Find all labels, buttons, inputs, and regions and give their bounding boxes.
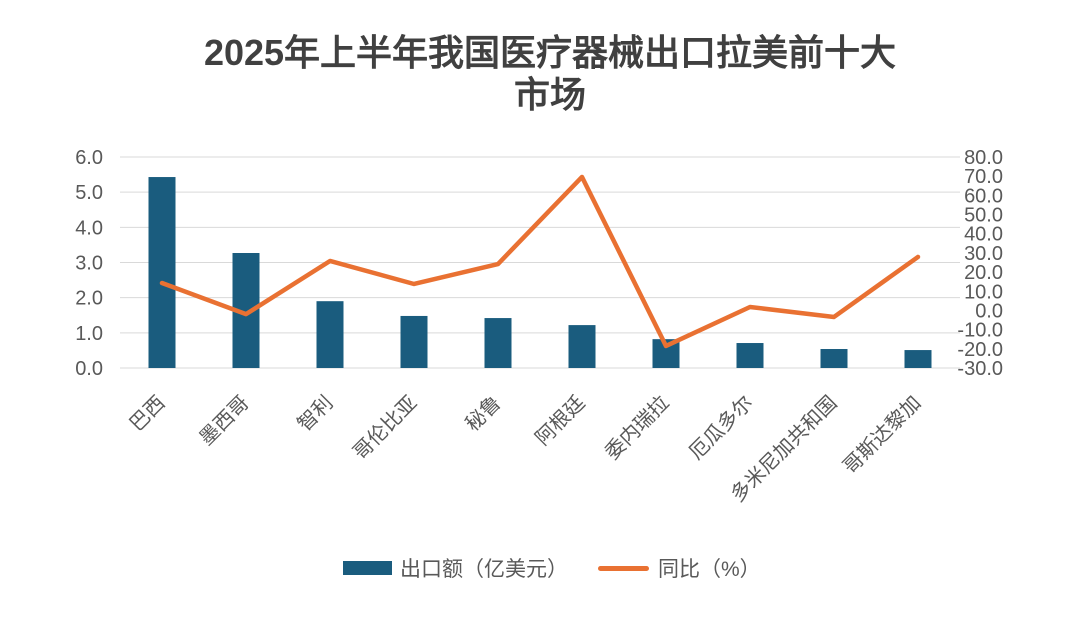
x-axis-category-label: 秘鲁: [461, 391, 506, 436]
left-y-axis-tick-label: 4.0: [75, 217, 103, 239]
gridlines: [120, 156, 960, 369]
x-axis-category-label: 哥伦比亚: [349, 391, 422, 464]
legend: 出口额（亿美元） 同比（%）: [343, 553, 761, 583]
bar: [904, 350, 932, 368]
chart-title: 2025年上半年我国医疗器械出口拉美前十大市场: [203, 32, 897, 115]
right-y-axis-tick-label: 40.0: [964, 224, 1003, 246]
right-y-axis-tick-label: 0.0: [975, 300, 1003, 322]
left-y-axis-tick-label: 6.0: [75, 147, 103, 169]
x-axis-category-label: 智利: [293, 391, 338, 436]
left-y-axis-tick-label: 0.0: [75, 358, 103, 380]
right-y-axis-tick-label: 30.0: [964, 243, 1003, 265]
right-y-axis-tick-label: -30.0: [957, 358, 1003, 380]
x-axis-category-label: 厄瓜多尔: [685, 391, 758, 464]
bar-series-export: [148, 177, 932, 368]
right-y-axis-tick-label: 60.0: [964, 185, 1003, 207]
left-y-axis-tick-label: 5.0: [75, 182, 103, 204]
right-y-axis-tick-label: 20.0: [964, 262, 1003, 284]
line-series-yoy: [159, 174, 921, 349]
right-y-axis-tick-label: -10.0: [957, 320, 1003, 342]
x-axis-category-label: 哥斯达黎加: [839, 391, 926, 478]
yoy-line: [159, 174, 921, 349]
x-axis-category-label: 委内瑞拉: [601, 391, 674, 464]
bar: [568, 325, 596, 368]
legend-swatch-bar: [343, 561, 392, 575]
bar: [316, 301, 344, 368]
x-axis-category-label: 巴西: [126, 392, 170, 436]
legend-label-export: 出口额（亿美元）: [400, 558, 568, 581]
bar: [736, 343, 764, 368]
left-y-axis-tick-label: 3.0: [75, 253, 103, 275]
x-axis-category-label: 墨西哥: [196, 392, 254, 450]
legend-item-yoy: 同比（%）: [598, 553, 761, 583]
bar: [148, 177, 176, 368]
left-y-axis-tick-label: 1.0: [75, 323, 103, 345]
right-y-axis-tick-label: 70.0: [964, 166, 1003, 188]
right-y-axis-labels: -30.0-20.0-10.00.010.020.030.040.050.060…: [957, 147, 1003, 380]
right-y-axis-tick-label: -20.0: [957, 339, 1003, 361]
left-y-axis-tick-label: 2.0: [75, 288, 103, 310]
right-y-axis-tick-label: 10.0: [964, 281, 1003, 303]
right-y-axis-tick-label: 80.0: [964, 147, 1003, 169]
x-axis-category-label: 阿根廷: [531, 391, 590, 450]
left-y-axis-labels: 0.0 1.0 2.0 3.0 4.0 5.0 6.0: [75, 147, 103, 380]
bar: [820, 349, 848, 368]
legend-item-export: 出口额（亿美元）: [343, 553, 568, 583]
legend-label-yoy: 同比（%）: [658, 558, 761, 581]
legend-swatch-line: [598, 565, 649, 571]
bar: [400, 315, 428, 368]
bar: [484, 318, 512, 368]
right-y-axis-tick-label: 50.0: [964, 205, 1003, 227]
